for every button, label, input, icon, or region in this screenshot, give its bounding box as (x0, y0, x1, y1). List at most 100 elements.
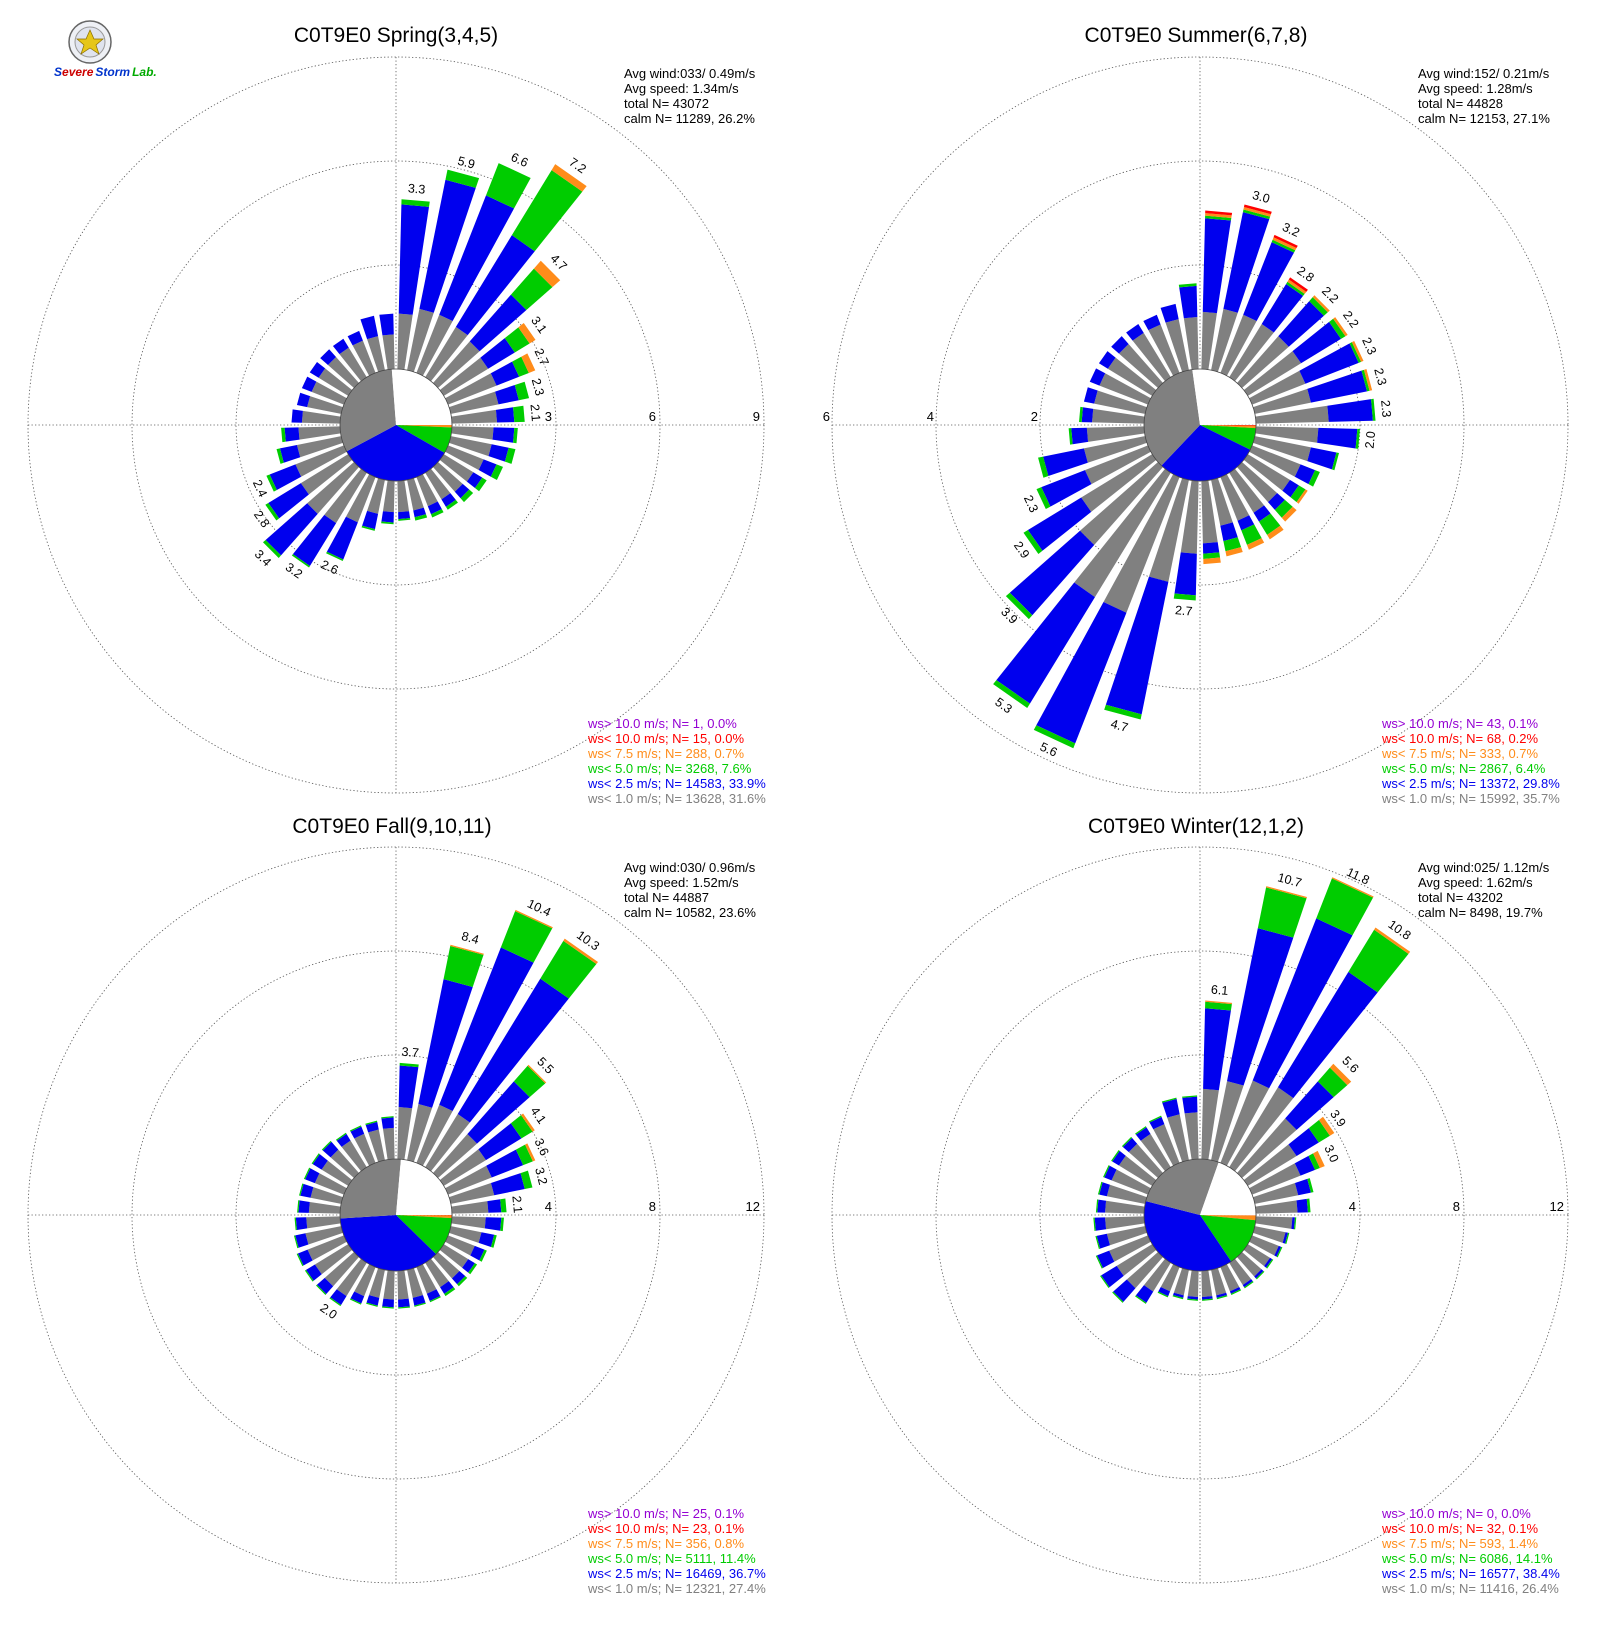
bar-segment-lt2_5 (1083, 387, 1098, 404)
bar-segment-lt2_5 (462, 1259, 475, 1273)
bar-segment-lt1 (336, 1258, 367, 1297)
bar-segment-lt1 (1243, 1144, 1297, 1186)
bar-segment-lt5 (474, 477, 487, 492)
bar-segment-lt5 (1355, 428, 1360, 449)
bar-segment-lt5 (1274, 499, 1293, 518)
bar-segment-lt5 (303, 1167, 311, 1180)
legend-entry-lt7_5: ws< 7.5 m/s; N= 333, 0.7% (1381, 746, 1539, 761)
calm-pie-slice-calm (1200, 1162, 1257, 1216)
bar-segment-lt1 (1106, 1226, 1147, 1246)
bar-segment-lt1 (310, 1187, 343, 1204)
bar-segment-lt2_5 (1299, 343, 1359, 384)
bar-segment-lt2_5 (488, 444, 509, 462)
grid-ring (1039, 1054, 1361, 1376)
bar-segment-lt2_5 (439, 195, 515, 322)
bar-segment-lt1 (1105, 1200, 1145, 1214)
bar-segment-lt5 (401, 199, 430, 207)
bar-segment-lt5 (1308, 1120, 1330, 1143)
bar-segment-lt1 (1092, 408, 1145, 424)
bar-segment-lt2_5 (305, 1168, 320, 1184)
calm-pie-slice-lt7_5 (1200, 425, 1256, 429)
bar-segment-lt2_5 (322, 1141, 339, 1158)
ring-tick-label: 2 (1031, 409, 1038, 424)
bar-segment-lt1 (324, 1252, 359, 1287)
bar-segment-lt2_5 (419, 179, 476, 313)
bar-segment-lt5 (513, 1065, 546, 1098)
bar-segment-lt2_5 (332, 338, 349, 355)
bar-segment-lt5 (1241, 524, 1262, 545)
ring-tick-label: 12 (746, 1199, 760, 1214)
bar-segment-lt5 (414, 1302, 426, 1307)
bar-segment-lt5 (1178, 283, 1197, 288)
bar-segment-lt1 (1105, 1216, 1145, 1230)
bar-total-label: 3.0 (1321, 1143, 1341, 1165)
bar-segment-lt1 (367, 336, 385, 372)
ring-tick-label: 8 (649, 1199, 656, 1214)
bar-segment-lt1 (345, 474, 376, 523)
bar-segment-lt2_5 (440, 1281, 454, 1294)
stats-line: total N= 43202 (1418, 890, 1503, 905)
bar-segment-lt1 (300, 454, 353, 495)
bar-segment-lt7_5 (1203, 557, 1221, 565)
bar-segment-lt5 (511, 170, 583, 252)
bar-segment-lt5 (457, 1276, 468, 1287)
bar-segment-lt1 (1249, 1163, 1301, 1195)
bar-segment-lt2_5 (1113, 1279, 1136, 1302)
bar-total-label: 2.4 (250, 478, 270, 500)
bar-segment-lt1 (318, 368, 353, 396)
bar-segment-lt5 (1349, 342, 1362, 363)
grid-ring (235, 264, 557, 586)
bar-segment-lt1 (439, 357, 489, 396)
windrose-panel-winter: C0T9E0 Winter(12,1,2)4 8 126.110.7 11.810.8… (831, 815, 1569, 1596)
bar-segment-lt2_5 (1277, 971, 1378, 1099)
bar-segment-lt7_5 (1205, 1000, 1233, 1005)
bar-segment-lt1 (1243, 1244, 1270, 1267)
bar-segment-lt2_5 (298, 1200, 310, 1213)
calm-pie-slice-calm (1192, 368, 1256, 425)
stats-line: total N= 44828 (1418, 96, 1503, 111)
bar-segment-lt5 (1255, 1270, 1265, 1280)
bar-segment-lt2_5 (439, 947, 534, 1112)
bar-segment-lt5 (1095, 1255, 1103, 1269)
bar-segment-lt7_5 (1333, 317, 1348, 337)
bar-segment-lt7_5 (563, 938, 599, 964)
bar-segment-lt7_5 (1331, 877, 1374, 898)
bar-segment-lt1 (1153, 1124, 1180, 1166)
bar-segment-lt2_5 (1187, 1296, 1198, 1300)
bar-segment-lt2_5 (1261, 283, 1304, 333)
bar-segment-lt2_5 (1274, 1245, 1282, 1257)
bar-segment-lt1 (1173, 1268, 1189, 1296)
legend-entry-lt1: ws< 1.0 m/s; N= 15992, 35.7% (1381, 791, 1560, 806)
bar-segment-lt2_5 (490, 1173, 525, 1196)
bar-segment-lt2_5 (1122, 1137, 1138, 1153)
calm-pie-slice-lt2_5 (346, 425, 445, 481)
bar-total-label: 3.9 (998, 605, 1020, 627)
bar-segment-lt2_5 (268, 483, 309, 519)
bar-segment-lt2_5 (1227, 928, 1294, 1086)
bar-segment-lt2_5 (347, 330, 363, 346)
bar-segment-lt1 (1229, 468, 1265, 513)
bar-segment-lt7_5 (1225, 547, 1243, 557)
bar-segment-lt2_5 (279, 444, 301, 463)
ring-tick-label: 4 (927, 409, 934, 424)
calm-pie-slice-lt2_5 (340, 1215, 437, 1271)
bar-segment-lt2_5 (492, 427, 515, 443)
hub-outline (339, 368, 453, 482)
bar-segment-lt2_5 (1278, 301, 1324, 347)
bar-segment-lt2_5 (1043, 448, 1088, 477)
bar-segment-lt2_5 (1294, 464, 1316, 485)
bar-segment-lt10 (1273, 234, 1298, 248)
bar-segment-lt5 (445, 499, 458, 510)
bar-segment-lt1 (1211, 308, 1238, 372)
bar-segment-lt5 (1258, 513, 1281, 535)
legend-entry-lt5: ws< 5.0 m/s; N= 6086, 14.1% (1381, 1551, 1553, 1566)
bar-segment-lt5 (1316, 878, 1374, 936)
hub-outline (339, 1158, 453, 1272)
bar-segment-lt1 (449, 1183, 495, 1204)
bar-segment-lt2_5 (1220, 522, 1238, 542)
bar-segment-lt2_5 (1149, 1116, 1165, 1130)
bar-segment-lt5 (513, 427, 518, 444)
bar-segment-lt1 (308, 1201, 341, 1214)
bar-segment-lt1 (1160, 1264, 1180, 1292)
bar-segment-lt2_5 (1158, 1286, 1171, 1297)
